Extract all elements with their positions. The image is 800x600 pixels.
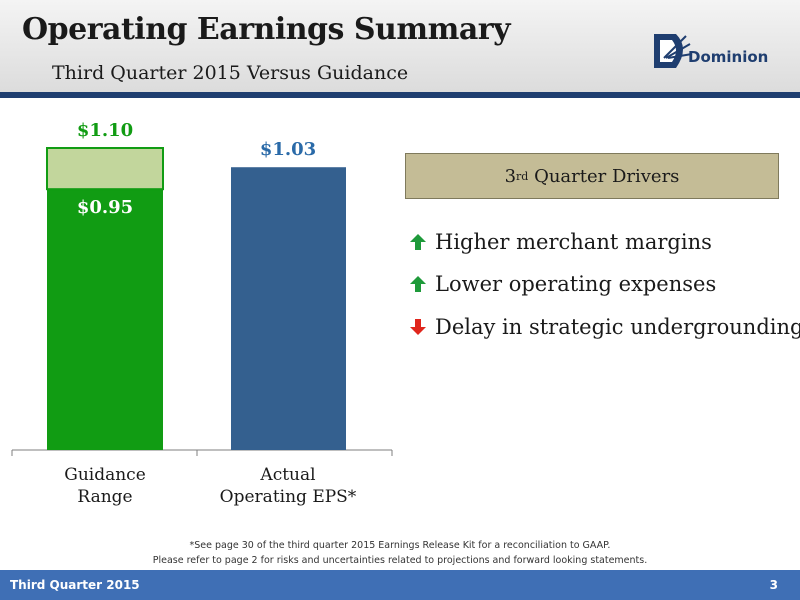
driver-item: Higher merchant margins: [410, 230, 712, 254]
dominion-logo-icon: [654, 34, 693, 68]
footer-label: Third Quarter 2015: [10, 578, 140, 592]
slide-header: Operating Earnings Summary Third Quarter…: [0, 0, 800, 92]
drivers-heading-num: 3: [504, 165, 517, 187]
slide-title: Operating Earnings Summary: [22, 12, 511, 47]
driver-text: Higher merchant margins: [435, 230, 712, 254]
driver-item: Delay in strategic undergrounding: [410, 315, 800, 339]
footnote-gaap: *See page 30 of the third quarter 2015 E…: [189, 540, 611, 551]
driver-text: Lower operating expenses: [435, 272, 717, 296]
data-label-guidance-low: $0.95: [77, 197, 133, 218]
category-label-guidance-1: Guidance: [64, 465, 146, 485]
arrow-up-icon: [410, 276, 426, 292]
slide-footer: Third Quarter 2015 3: [0, 570, 800, 600]
slide-subtitle: Third Quarter 2015 Versus Guidance: [52, 62, 409, 84]
bar-guidance-low: [47, 189, 163, 450]
page-number: 3: [769, 578, 778, 592]
category-label-actual-1: Actual: [259, 465, 315, 485]
logo-text: Dominion: [688, 48, 769, 66]
footnote-risks: Please refer to page 2 for risks and unc…: [152, 555, 648, 566]
drivers-heading-sup: rd: [516, 169, 529, 183]
header-rule: [0, 92, 800, 98]
arrow-down-icon: [410, 319, 426, 335]
bar-guidance-range: [46, 147, 164, 191]
driver-item: Lower operating expenses: [410, 272, 716, 296]
data-label-actual: $1.03: [260, 139, 316, 160]
category-label-actual-2: Operating EPS*: [220, 487, 357, 507]
arrow-up-icon: [410, 234, 426, 250]
driver-text: Delay in strategic undergrounding: [435, 315, 800, 339]
drivers-heading-rest: Quarter Drivers: [528, 165, 680, 187]
bar-actual: [231, 167, 346, 450]
eps-bar-chart: $1.10 $0.95 $1.03 Guidance Range Actual …: [11, 120, 393, 507]
category-label-guidance-2: Range: [77, 487, 132, 507]
data-label-guidance-high: $1.10: [77, 120, 133, 141]
